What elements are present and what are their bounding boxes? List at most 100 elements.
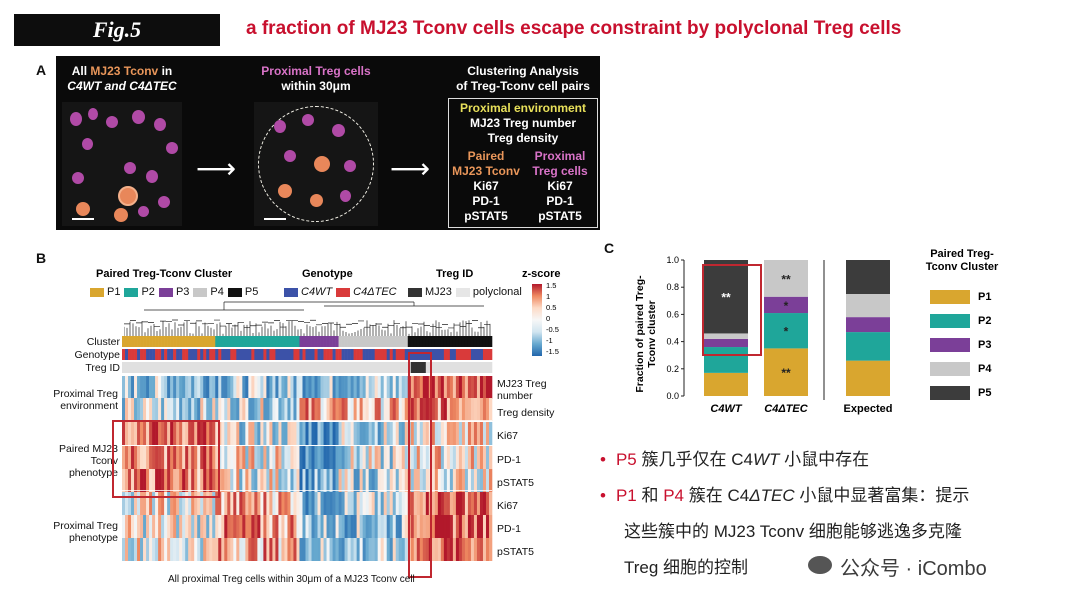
genotype-annot-cell <box>227 349 231 360</box>
heatmap-cell <box>272 446 276 469</box>
genotype-legend-title: Genotype <box>302 268 353 280</box>
panel-c-label: C <box>604 240 615 256</box>
heatmap-cell <box>410 398 415 421</box>
heatmap-cell <box>395 422 400 445</box>
cluster-annot-cell <box>338 336 342 347</box>
heatmap-cell <box>296 398 300 421</box>
heatmap-cell <box>272 422 276 445</box>
heatmap-cell <box>254 422 258 445</box>
heatmap-cell <box>341 446 345 469</box>
tregid-annot-cell <box>314 362 318 373</box>
heatmap-cell <box>479 446 484 469</box>
cluster-annot-cell <box>218 336 222 347</box>
heatmap-cell <box>434 398 439 421</box>
heatmap-cell <box>266 398 270 421</box>
heatmap-cell <box>167 446 171 469</box>
highlight-box-c4wt-p5 <box>702 264 762 356</box>
heatmap-cell <box>146 376 150 399</box>
heatmap-cell <box>347 515 351 538</box>
heatmap-cell <box>314 398 318 421</box>
heatmap-cell <box>464 492 469 515</box>
heatmap-cell <box>464 422 469 445</box>
heatmap-cell <box>218 376 222 399</box>
tregid-annot-cell <box>125 362 129 373</box>
heatmap-cell <box>164 446 168 469</box>
heatmap-cell <box>443 446 448 469</box>
heatmap-cell <box>233 446 237 469</box>
heatmap-cell <box>440 398 445 421</box>
heatmap-cell <box>437 422 442 445</box>
heatmap-cell <box>380 515 385 538</box>
heatmap-cell <box>152 446 156 469</box>
genotype-annot-cell <box>131 349 135 360</box>
heatmap-cell <box>176 469 180 492</box>
heatmap-cell <box>470 398 475 421</box>
tregid-annot-cell <box>302 362 306 373</box>
genotype-annot-cell <box>383 349 388 360</box>
heatmap-cell <box>179 538 183 561</box>
heatmap-cell <box>398 376 403 399</box>
heatmap-cell <box>176 492 180 515</box>
tregid-annot-cell <box>272 362 276 373</box>
heatmap-cell <box>227 469 231 492</box>
heatmap-cell <box>305 422 309 445</box>
genotype-annot-cell <box>272 349 276 360</box>
genotype-annot-cell <box>239 349 243 360</box>
dendrogram <box>124 301 491 336</box>
heatmap-cell <box>152 469 156 492</box>
heatmap-cell <box>464 398 469 421</box>
cluster-annot-cell <box>404 336 409 347</box>
cluster-annot-cell <box>134 336 138 347</box>
heatmap-cell <box>410 422 415 445</box>
cluster-annot-cell <box>248 336 252 347</box>
heatmap-cell <box>236 398 240 421</box>
heatmap-cell <box>236 376 240 399</box>
heatmap-cell <box>320 515 324 538</box>
heatmap-cell <box>275 398 279 421</box>
heatmap-cell <box>269 398 273 421</box>
row-label: pSTAT5 <box>497 477 534 489</box>
heatmap-cell <box>206 515 210 538</box>
heatmap-cell <box>230 376 234 399</box>
heatmap-cell <box>278 469 282 492</box>
heatmap-cell <box>155 422 159 445</box>
heatmap-cell <box>278 422 282 445</box>
heatmap-cell <box>341 422 345 445</box>
heatmap-cell <box>125 515 129 538</box>
heatmap-cell <box>248 469 252 492</box>
tregid-annot-cell <box>458 362 463 373</box>
heatmap-cell <box>446 422 451 445</box>
heatmap-cell <box>338 398 342 421</box>
heatmap-cell <box>383 469 388 492</box>
heatmap-cell <box>380 538 385 561</box>
heatmap-cell <box>353 398 357 421</box>
heatmap-cell <box>260 538 264 561</box>
heatmap-cell <box>416 469 421 492</box>
heatmap-cell <box>257 422 261 445</box>
cluster-annot-cell <box>128 336 132 347</box>
heatmap-cell <box>299 492 303 515</box>
cluster-annot-cell <box>209 336 213 347</box>
genotype-annot-cell <box>443 349 448 360</box>
heatmap-cell <box>404 446 409 469</box>
heatmap-cell <box>461 376 466 399</box>
cluster-annot-cell <box>299 336 303 347</box>
heatmap-cell <box>362 376 366 399</box>
heatmap-cell <box>260 376 264 399</box>
tregid-annot-cell <box>137 362 141 373</box>
tregid-annot-cell <box>431 362 436 373</box>
heatmap-cell <box>203 492 207 515</box>
heatmap-cell <box>464 538 469 561</box>
heatmap-cell <box>197 376 201 399</box>
heatmap-cell <box>122 538 126 561</box>
heatmap-cell <box>215 398 219 421</box>
genotype-annot-cell <box>413 349 418 360</box>
annot-row-label-genotype: Genotype <box>74 349 120 361</box>
heatmap-cell <box>140 422 144 445</box>
heatmap-cell <box>323 446 327 469</box>
genotype-annot-cell <box>269 349 273 360</box>
heatmap-cell <box>485 515 490 538</box>
heatmap-cell <box>473 398 478 421</box>
heatmap-cell <box>245 515 249 538</box>
heatmap-cell <box>188 422 192 445</box>
